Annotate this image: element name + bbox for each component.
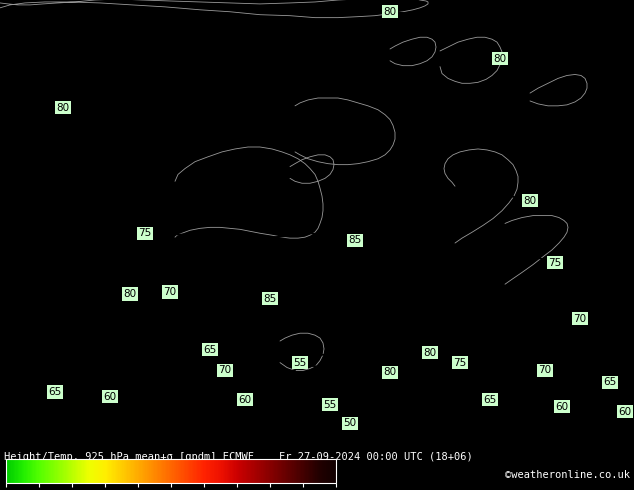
Text: 65: 65	[483, 395, 496, 405]
Text: 65: 65	[48, 387, 61, 397]
Text: 80: 80	[493, 54, 507, 64]
Text: 55: 55	[323, 400, 337, 410]
Text: 70: 70	[538, 366, 552, 375]
Text: 80: 80	[384, 7, 396, 17]
Text: 80: 80	[124, 289, 136, 299]
Text: 60: 60	[103, 392, 117, 402]
Text: 65: 65	[604, 377, 617, 387]
Text: 80: 80	[524, 196, 536, 206]
Text: 55: 55	[294, 358, 307, 368]
Text: 60: 60	[618, 407, 631, 416]
Text: 75: 75	[548, 258, 562, 268]
Text: 85: 85	[348, 235, 361, 245]
Text: 70: 70	[573, 314, 586, 323]
Text: 70: 70	[164, 287, 176, 297]
Text: 60: 60	[555, 402, 569, 412]
Text: 70: 70	[219, 366, 231, 375]
Text: 75: 75	[138, 228, 152, 238]
Text: 65: 65	[204, 345, 217, 355]
Text: 60: 60	[238, 395, 252, 405]
Text: 75: 75	[453, 358, 467, 368]
Text: 85: 85	[263, 294, 276, 304]
Text: 80: 80	[424, 348, 437, 358]
Text: ©weatheronline.co.uk: ©weatheronline.co.uk	[505, 470, 630, 480]
Text: Height/Temp. 925 hPa mean+σ [gpdm] ECMWF    Fr 27-09-2024 00:00 UTC (18+06): Height/Temp. 925 hPa mean+σ [gpdm] ECMWF…	[4, 452, 473, 462]
Text: 50: 50	[344, 418, 356, 428]
Text: 80: 80	[56, 103, 70, 113]
Text: 80: 80	[384, 368, 396, 377]
